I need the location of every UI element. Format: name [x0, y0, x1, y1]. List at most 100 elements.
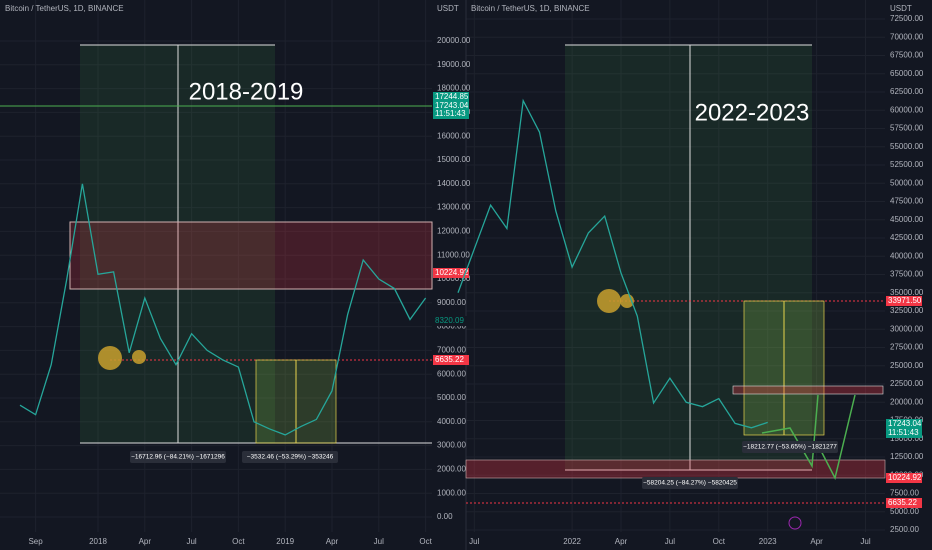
price-badge	[433, 109, 469, 119]
price-badge	[433, 355, 469, 365]
x-tick-label: Jul	[186, 537, 196, 546]
price-label: 33971.50	[888, 296, 922, 305]
x-tick-label: Jul	[860, 537, 870, 546]
y-tick-label: 27500.00	[890, 343, 924, 352]
price-badge	[433, 101, 469, 111]
y-tick-label: 20000.00	[890, 397, 924, 406]
y-tick-label: 5000.00	[437, 393, 466, 402]
price-label: 17244.85	[435, 92, 469, 101]
y-tick-label: 13000.00	[437, 203, 471, 212]
chart-title: Bitcoin / TetherUS, 1D, BINANCE	[5, 4, 124, 13]
marker	[98, 346, 122, 370]
x-tick-label: 2023	[759, 537, 777, 546]
price-label: 10224.92	[888, 473, 922, 482]
y-tick-label: 35000.00	[890, 288, 924, 297]
x-tick-label: Sep	[28, 537, 43, 546]
resistance-zone	[732, 385, 884, 395]
measure-label: −18212.77 (−53.65%) −1821277	[743, 444, 837, 451]
price-badge	[886, 428, 922, 438]
x-tick-label: Apr	[326, 537, 339, 546]
y-tick-label: 25000.00	[890, 361, 924, 370]
measure-box	[242, 451, 338, 463]
y-tick-label: 12500.00	[890, 452, 924, 461]
price-label: 11:51:43	[435, 109, 466, 118]
y-tick-label: 3000.00	[437, 441, 466, 450]
y-tick-label: 57500.00	[890, 124, 924, 133]
y-tick-label: 70000.00	[890, 32, 924, 41]
price-label: 11:51:43	[888, 428, 919, 437]
marks: 0.001000.002000.003000.004000.005000.006…	[5, 4, 924, 546]
y-tick-label: 7500.00	[890, 489, 919, 498]
price-badge	[886, 296, 922, 306]
y-tick-label: 65000.00	[890, 69, 924, 78]
axis-label: USDT	[437, 4, 459, 13]
y-tick-label: 2500.00	[890, 525, 919, 534]
y-tick-label: 2000.00	[437, 465, 466, 474]
measure-box	[130, 451, 226, 463]
event-icon[interactable]	[788, 516, 802, 530]
y-tick-label: 52500.00	[890, 160, 924, 169]
y-tick-label: 37500.00	[890, 270, 924, 279]
y-tick-label: 4000.00	[437, 417, 466, 426]
x-tick-label: 2022	[563, 537, 581, 546]
price-label: 6635.22	[435, 355, 464, 364]
x-tick-label: Jul	[469, 537, 479, 546]
price-badge	[886, 498, 922, 508]
price-label: 10224.92	[435, 268, 469, 277]
y-tick-label: 18000.00	[437, 84, 471, 93]
price-label: 17243.04	[435, 101, 469, 110]
marker	[597, 289, 621, 313]
y-tick-label: 15000.00	[437, 155, 471, 164]
measure-label: −16712.96 (−84.21%) −1671296	[131, 454, 225, 461]
y-tick-label: 42500.00	[890, 233, 924, 242]
y-tick-label: 14000.00	[437, 179, 471, 188]
y-tick-label: 1000.00	[437, 488, 466, 497]
annotation: 2022-2023	[695, 99, 810, 126]
measure-label: −58204.25 (−84.27%) −5820425	[643, 480, 737, 487]
y-tick-label: 32500.00	[890, 306, 924, 315]
x-tick-label: Oct	[419, 537, 432, 546]
y-tick-label: 16000.00	[437, 131, 471, 140]
y-tick-label: 45000.00	[890, 215, 924, 224]
x-tick-label: 2019	[276, 537, 294, 546]
price-badge	[433, 268, 469, 278]
grids	[0, 0, 885, 532]
range-box	[565, 45, 812, 470]
y-tick-label: 20000.00	[437, 36, 471, 45]
price-label: 6635.22	[888, 498, 917, 507]
y-tick-label: 55000.00	[890, 142, 924, 151]
price-badge	[886, 419, 922, 429]
x-tick-label: Apr	[615, 537, 628, 546]
price-badge	[886, 473, 922, 483]
annotation: 2018-2019	[189, 78, 304, 105]
price-badge	[433, 316, 469, 326]
y-tick-label: 30000.00	[890, 324, 924, 333]
y-tick-label: 0.00	[437, 512, 453, 521]
y-tick-label: 5000.00	[890, 507, 919, 516]
price-label: 17243.04	[888, 419, 922, 428]
y-tick-label: 7000.00	[437, 346, 466, 355]
x-tick-label: Jul	[374, 537, 384, 546]
x-tick-label: Apr	[139, 537, 152, 546]
price-badge	[433, 92, 469, 102]
price-line	[457, 98, 768, 429]
y-tick-label: 6000.00	[437, 369, 466, 378]
x-tick-label: Jul	[665, 537, 675, 546]
marker	[132, 350, 146, 364]
price-line	[19, 183, 427, 436]
x-tick-label: Apr	[810, 537, 823, 546]
y-tick-label: 60000.00	[890, 105, 924, 114]
y-tick-label: 62500.00	[890, 87, 924, 96]
y-tick-label: 22500.00	[890, 379, 924, 388]
y-tick-label: 9000.00	[437, 298, 466, 307]
chart-title: Bitcoin / TetherUS, 1D, BINANCE	[471, 4, 590, 13]
support-zone	[465, 459, 886, 479]
y-tick-label: 50000.00	[890, 178, 924, 187]
projection	[817, 394, 856, 481]
y-tick-label: 11000.00	[437, 250, 470, 259]
measure-box	[642, 477, 738, 489]
axis-label: USDT	[890, 4, 912, 13]
y-tick-label: 19000.00	[437, 60, 471, 69]
resistance-zone	[69, 221, 433, 290]
y-tick-label: 47500.00	[890, 197, 924, 206]
